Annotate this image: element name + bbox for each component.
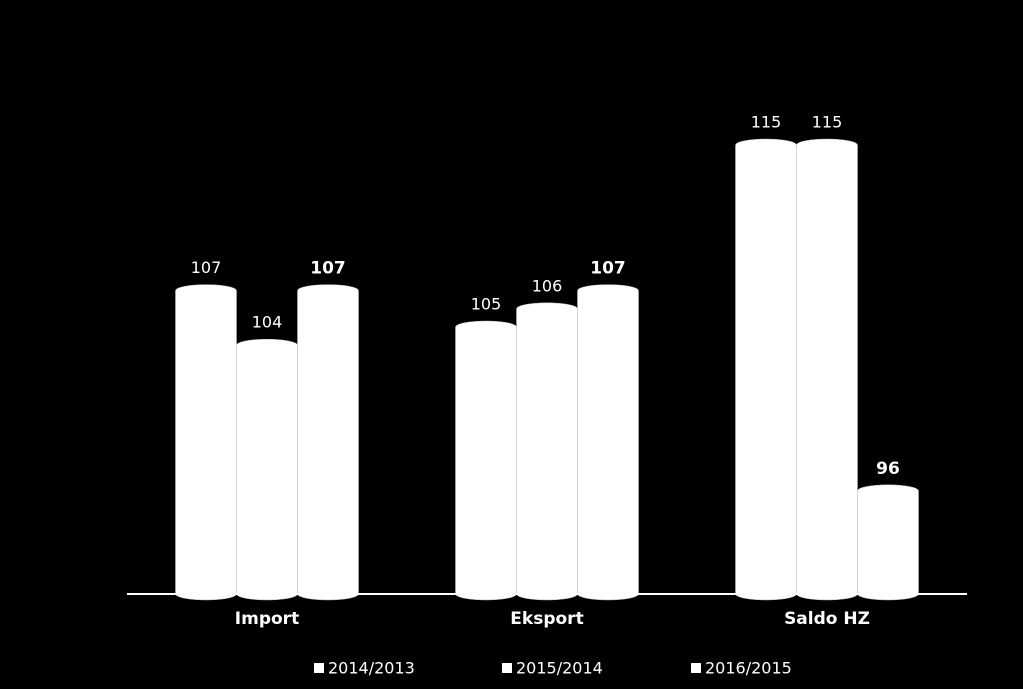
bar	[175, 284, 237, 601]
bar	[796, 138, 858, 601]
bar	[857, 484, 919, 601]
legend-swatch	[314, 663, 324, 673]
data-label: 106	[532, 276, 563, 295]
x-tick-label: Import	[235, 609, 299, 629]
legend-label: 2015/2014	[516, 659, 603, 678]
legend-label: 2016/2015	[705, 659, 792, 678]
bar	[735, 138, 797, 601]
data-label: 107	[191, 258, 222, 277]
legend-swatch	[691, 663, 701, 673]
data-label: 115	[812, 113, 843, 132]
data-label: 96	[876, 459, 900, 479]
data-label: 107	[310, 259, 346, 279]
legend-label: 2014/2013	[328, 659, 415, 678]
x-tick-label: Saldo HZ	[784, 609, 870, 629]
bar	[516, 302, 578, 601]
legend-swatch	[502, 663, 512, 673]
data-label: 104	[252, 313, 283, 332]
bar	[236, 338, 298, 601]
bar	[297, 284, 359, 601]
data-label: 105	[471, 295, 502, 314]
x-tick-label: Eksport	[510, 609, 583, 629]
data-label: 107	[590, 259, 626, 279]
bar	[577, 284, 639, 601]
data-label: 115	[751, 113, 782, 132]
bar	[455, 320, 517, 601]
